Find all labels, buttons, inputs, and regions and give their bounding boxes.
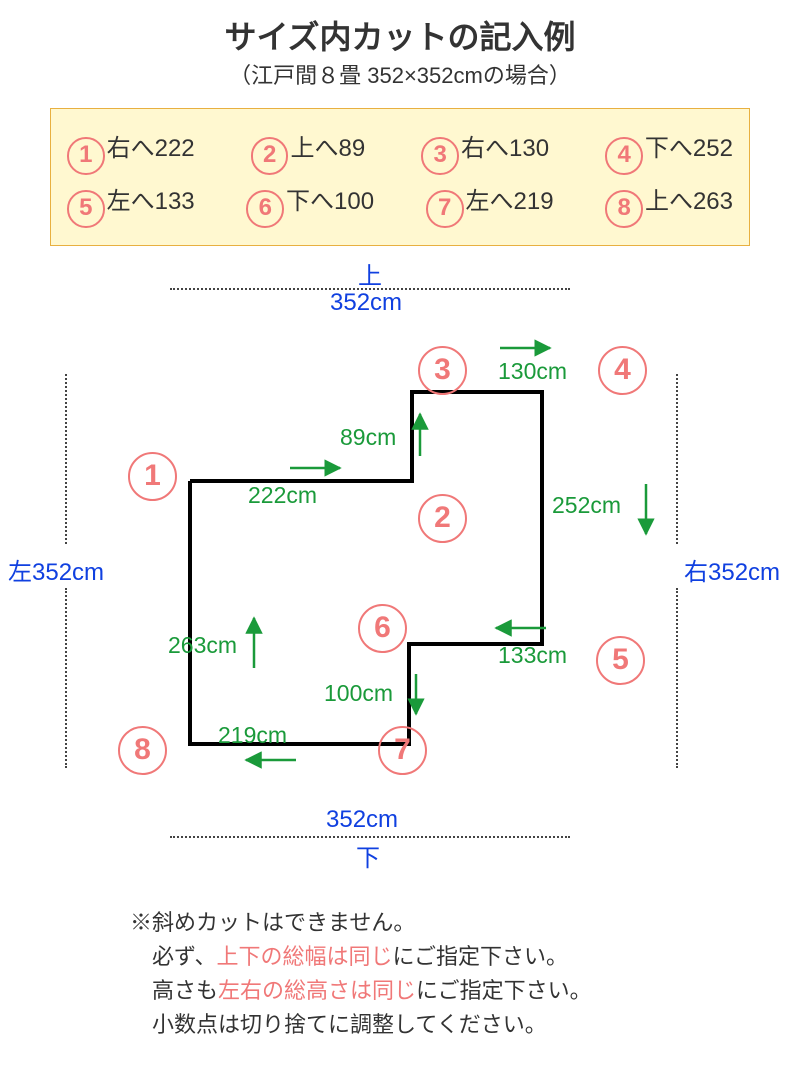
note-line-4: ※小数点は切り捨てに調整してください。 <box>130 1008 800 1042</box>
instruction-item: 2上へ89 <box>251 123 365 176</box>
seg-label-8: 263cm <box>168 632 237 659</box>
seg-label-7: 219cm <box>218 722 287 749</box>
node-3: 3 <box>418 346 467 395</box>
instruction-item: 8上へ263 <box>605 176 733 229</box>
cut-shape <box>0 256 800 896</box>
instruction-box: 1右へ222 2上へ89 3右へ130 4下へ252 5左へ133 6下へ100 7左へ21… <box>50 108 750 246</box>
seg-label-3: 130cm <box>498 358 567 385</box>
instruction-item: 1右へ222 <box>67 123 195 176</box>
seg-label-1: 222cm <box>248 482 317 509</box>
note-line-1: ※斜めカットはできません。 <box>130 906 800 940</box>
instruction-item: 3右へ130 <box>421 123 549 176</box>
node-6: 6 <box>358 604 407 653</box>
instruction-item: 4下へ252 <box>605 123 733 176</box>
page-title: サイズ内カットの記入例 <box>0 18 800 56</box>
node-5: 5 <box>596 636 645 685</box>
page-subtitle: （江戸間８畳 352×352cmの場合） <box>0 58 800 90</box>
instruction-item: 5左へ133 <box>67 176 195 229</box>
notes: ※斜めカットはできません。 ※必ず、上下の総幅は同じにご指定下さい。 ※高さも左… <box>130 906 800 1042</box>
seg-label-2: 89cm <box>340 424 396 451</box>
note-line-3: ※高さも左右の総高さは同じにご指定下さい。 <box>130 974 800 1008</box>
instruction-item: 6下へ100 <box>246 176 374 229</box>
instruction-item: 7左へ219 <box>426 176 554 229</box>
seg-label-5: 133cm <box>498 642 567 669</box>
seg-label-6: 100cm <box>324 680 393 707</box>
diagram: 上 352cm 352cm 下 左352cm 右352cm 1 2 3 4 5 … <box>0 256 800 896</box>
node-8: 8 <box>118 726 167 775</box>
node-1: 1 <box>128 452 177 501</box>
note-line-2: ※必ず、上下の総幅は同じにご指定下さい。 <box>130 940 800 974</box>
node-7: 7 <box>378 726 427 775</box>
node-2: 2 <box>418 494 467 543</box>
seg-label-4: 252cm <box>552 492 621 519</box>
node-4: 4 <box>598 346 647 395</box>
